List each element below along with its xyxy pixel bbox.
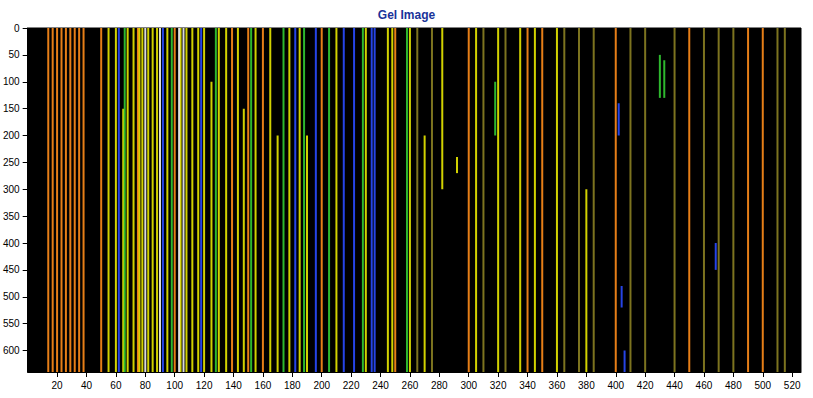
svg-text:340: 340 xyxy=(519,380,536,391)
svg-text:40: 40 xyxy=(81,380,93,391)
svg-text:520: 520 xyxy=(784,380,801,391)
svg-text:20: 20 xyxy=(52,380,64,391)
svg-text:200: 200 xyxy=(3,130,20,141)
svg-text:440: 440 xyxy=(666,380,683,391)
svg-text:150: 150 xyxy=(3,103,20,114)
svg-text:100: 100 xyxy=(166,380,183,391)
svg-text:60: 60 xyxy=(110,380,122,391)
svg-text:220: 220 xyxy=(343,380,360,391)
svg-text:300: 300 xyxy=(460,380,477,391)
svg-text:140: 140 xyxy=(225,380,242,391)
svg-text:500: 500 xyxy=(754,380,771,391)
svg-text:280: 280 xyxy=(431,380,448,391)
svg-text:100: 100 xyxy=(3,76,20,87)
svg-text:350: 350 xyxy=(3,211,20,222)
svg-text:Gel Image: Gel Image xyxy=(378,8,436,22)
svg-text:0: 0 xyxy=(14,23,20,34)
svg-text:500: 500 xyxy=(3,291,20,302)
svg-text:480: 480 xyxy=(725,380,742,391)
svg-text:240: 240 xyxy=(372,380,389,391)
svg-text:120: 120 xyxy=(196,380,213,391)
svg-text:320: 320 xyxy=(490,380,507,391)
svg-text:460: 460 xyxy=(696,380,713,391)
svg-text:300: 300 xyxy=(3,184,20,195)
svg-text:360: 360 xyxy=(549,380,566,391)
svg-text:80: 80 xyxy=(140,380,152,391)
svg-text:260: 260 xyxy=(402,380,419,391)
svg-text:550: 550 xyxy=(3,318,20,329)
svg-text:400: 400 xyxy=(3,238,20,249)
svg-text:400: 400 xyxy=(607,380,624,391)
svg-text:420: 420 xyxy=(637,380,654,391)
svg-text:600: 600 xyxy=(3,345,20,356)
svg-text:180: 180 xyxy=(284,380,301,391)
svg-text:160: 160 xyxy=(255,380,272,391)
svg-text:200: 200 xyxy=(313,380,330,391)
svg-text:380: 380 xyxy=(578,380,595,391)
svg-text:450: 450 xyxy=(3,264,20,275)
svg-text:250: 250 xyxy=(3,157,20,168)
svg-text:50: 50 xyxy=(9,49,21,60)
